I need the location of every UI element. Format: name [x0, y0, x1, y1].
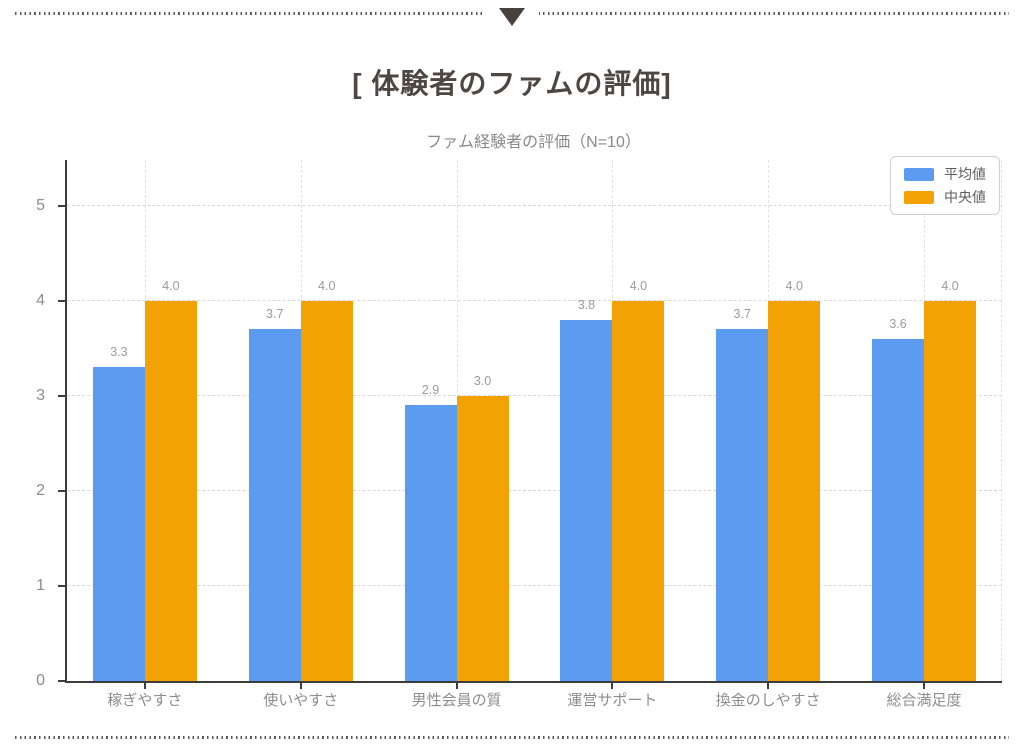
x-axis-tick — [611, 683, 614, 689]
x-axis-category-label: 運営サポート — [567, 692, 658, 709]
bar-chart-plot-area: 0 1 2 3 4 5 3.3 4.0 稼ぎやすさ 3.7 4.0 使いやすさ 2.9 3.0 男性会員の質… — [36, 156, 1002, 709]
x-axis-category-label: 使いやすさ — [263, 692, 339, 709]
bar-median: 4.0 — [300, 279, 353, 681]
y-axis-label: 4 — [36, 291, 45, 309]
y-axis-label: 3 — [36, 386, 45, 404]
bar-value-label: 4.0 — [318, 278, 336, 293]
bar-group: 3.3 4.0 稼ぎやすさ — [67, 160, 223, 709]
legend-label: 中央値 — [944, 189, 986, 205]
x-axis-tick — [143, 683, 146, 689]
bar-value-label: 4.0 — [162, 278, 180, 293]
y-axis-tick — [58, 584, 65, 587]
top-dotted-rule — [15, 8, 1009, 26]
bar-groups: 3.3 4.0 稼ぎやすさ 3.7 4.0 使いやすさ 2.9 3.0 男性会員の質 3.8 4.0… — [67, 160, 1002, 709]
bar-mean: 2.9 — [404, 383, 457, 681]
bar-pair: 3.3 4.0 — [67, 160, 223, 681]
y-axis-tick — [58, 680, 65, 682]
y-axis-tick — [58, 394, 65, 397]
legend-swatch-icon — [904, 167, 934, 181]
y-axis-tick — [58, 489, 65, 492]
plot-right-edge — [1001, 160, 1002, 681]
y-gridline — [67, 584, 1002, 586]
y-axis-label: 5 — [36, 196, 45, 214]
x-axis-tick — [455, 683, 458, 689]
x-axis-category-label: 総合満足度 — [886, 692, 962, 709]
bar-value-label: 4.0 — [941, 278, 959, 293]
down-triangle-icon — [499, 8, 525, 26]
bar-median: 4.0 — [768, 279, 821, 681]
legend-label: 平均値 — [944, 166, 986, 182]
x-axis-tick — [923, 683, 926, 689]
bar-mean: 3.3 — [92, 345, 145, 681]
bar-median: 4.0 — [924, 279, 977, 681]
bar-median: 4.0 — [144, 279, 197, 681]
bar-mean: 3.6 — [872, 317, 925, 681]
bar-median: 3.0 — [456, 374, 509, 681]
bar-median: 4.0 — [612, 279, 665, 681]
bar-pair: 3.7 4.0 — [690, 160, 846, 681]
page-title: [ 体験者のファムの評価] — [352, 68, 672, 99]
x-axis-tick — [299, 683, 302, 689]
y-gridline — [67, 394, 1002, 396]
x-axis-tick — [767, 683, 770, 689]
x-axis-category-label: 稼ぎやすさ — [107, 692, 183, 709]
bar-value-label: 4.0 — [629, 278, 648, 293]
y-axis-label: 0 — [36, 672, 45, 689]
bar-value-label: 3.6 — [889, 316, 907, 331]
bar-mean: 3.8 — [560, 298, 613, 681]
bar-group: 3.8 4.0 運営サポート — [534, 160, 690, 709]
bar-mean: 3.7 — [716, 307, 769, 681]
y-gridline — [67, 299, 1002, 301]
legend-item: 平均値 — [904, 167, 986, 181]
bar-group: 3.7 4.0 使いやすさ — [223, 160, 379, 709]
bar-value-label: 3.7 — [266, 307, 284, 322]
y-axis-label: 2 — [36, 481, 45, 499]
y-axis-label: 1 — [36, 576, 45, 594]
y-gridline — [67, 204, 1002, 206]
bar-group: 3.7 4.0 換金のしやすさ — [690, 160, 846, 709]
legend-item: 中央値 — [904, 190, 986, 204]
bar-group: 3.6 4.0 総合満足度 — [846, 160, 1002, 709]
bar-pair: 3.8 4.0 — [534, 160, 690, 681]
chart-title: ファム経験者の評価（N=10） — [426, 134, 641, 151]
bar-value-label: 3.0 — [473, 373, 492, 388]
x-axis-category-label: 換金のしやすさ — [715, 692, 821, 709]
bar-group: 2.9 3.0 男性会員の質 — [379, 160, 535, 709]
bar-value-label: 4.0 — [785, 278, 803, 293]
y-axis-tick — [58, 204, 65, 207]
legend-swatch-icon — [904, 190, 934, 204]
bar-pair: 3.6 4.0 — [846, 160, 1002, 681]
bar-value-label: 2.9 — [421, 383, 440, 398]
chart-legend: 平均値 中央値 — [890, 156, 1000, 215]
bar-pair: 3.7 4.0 — [223, 160, 379, 681]
bar-value-label: 3.3 — [110, 345, 128, 360]
bottom-dotted-rule — [15, 736, 1009, 739]
bar-value-label: 3.7 — [733, 307, 751, 322]
bar-mean: 3.7 — [248, 307, 301, 681]
y-axis-tick — [58, 299, 65, 302]
y-gridline — [67, 489, 1002, 491]
bar-value-label: 3.8 — [577, 297, 596, 312]
x-axis-category-label: 男性会員の質 — [411, 692, 502, 709]
bar-pair: 2.9 3.0 — [379, 160, 535, 681]
